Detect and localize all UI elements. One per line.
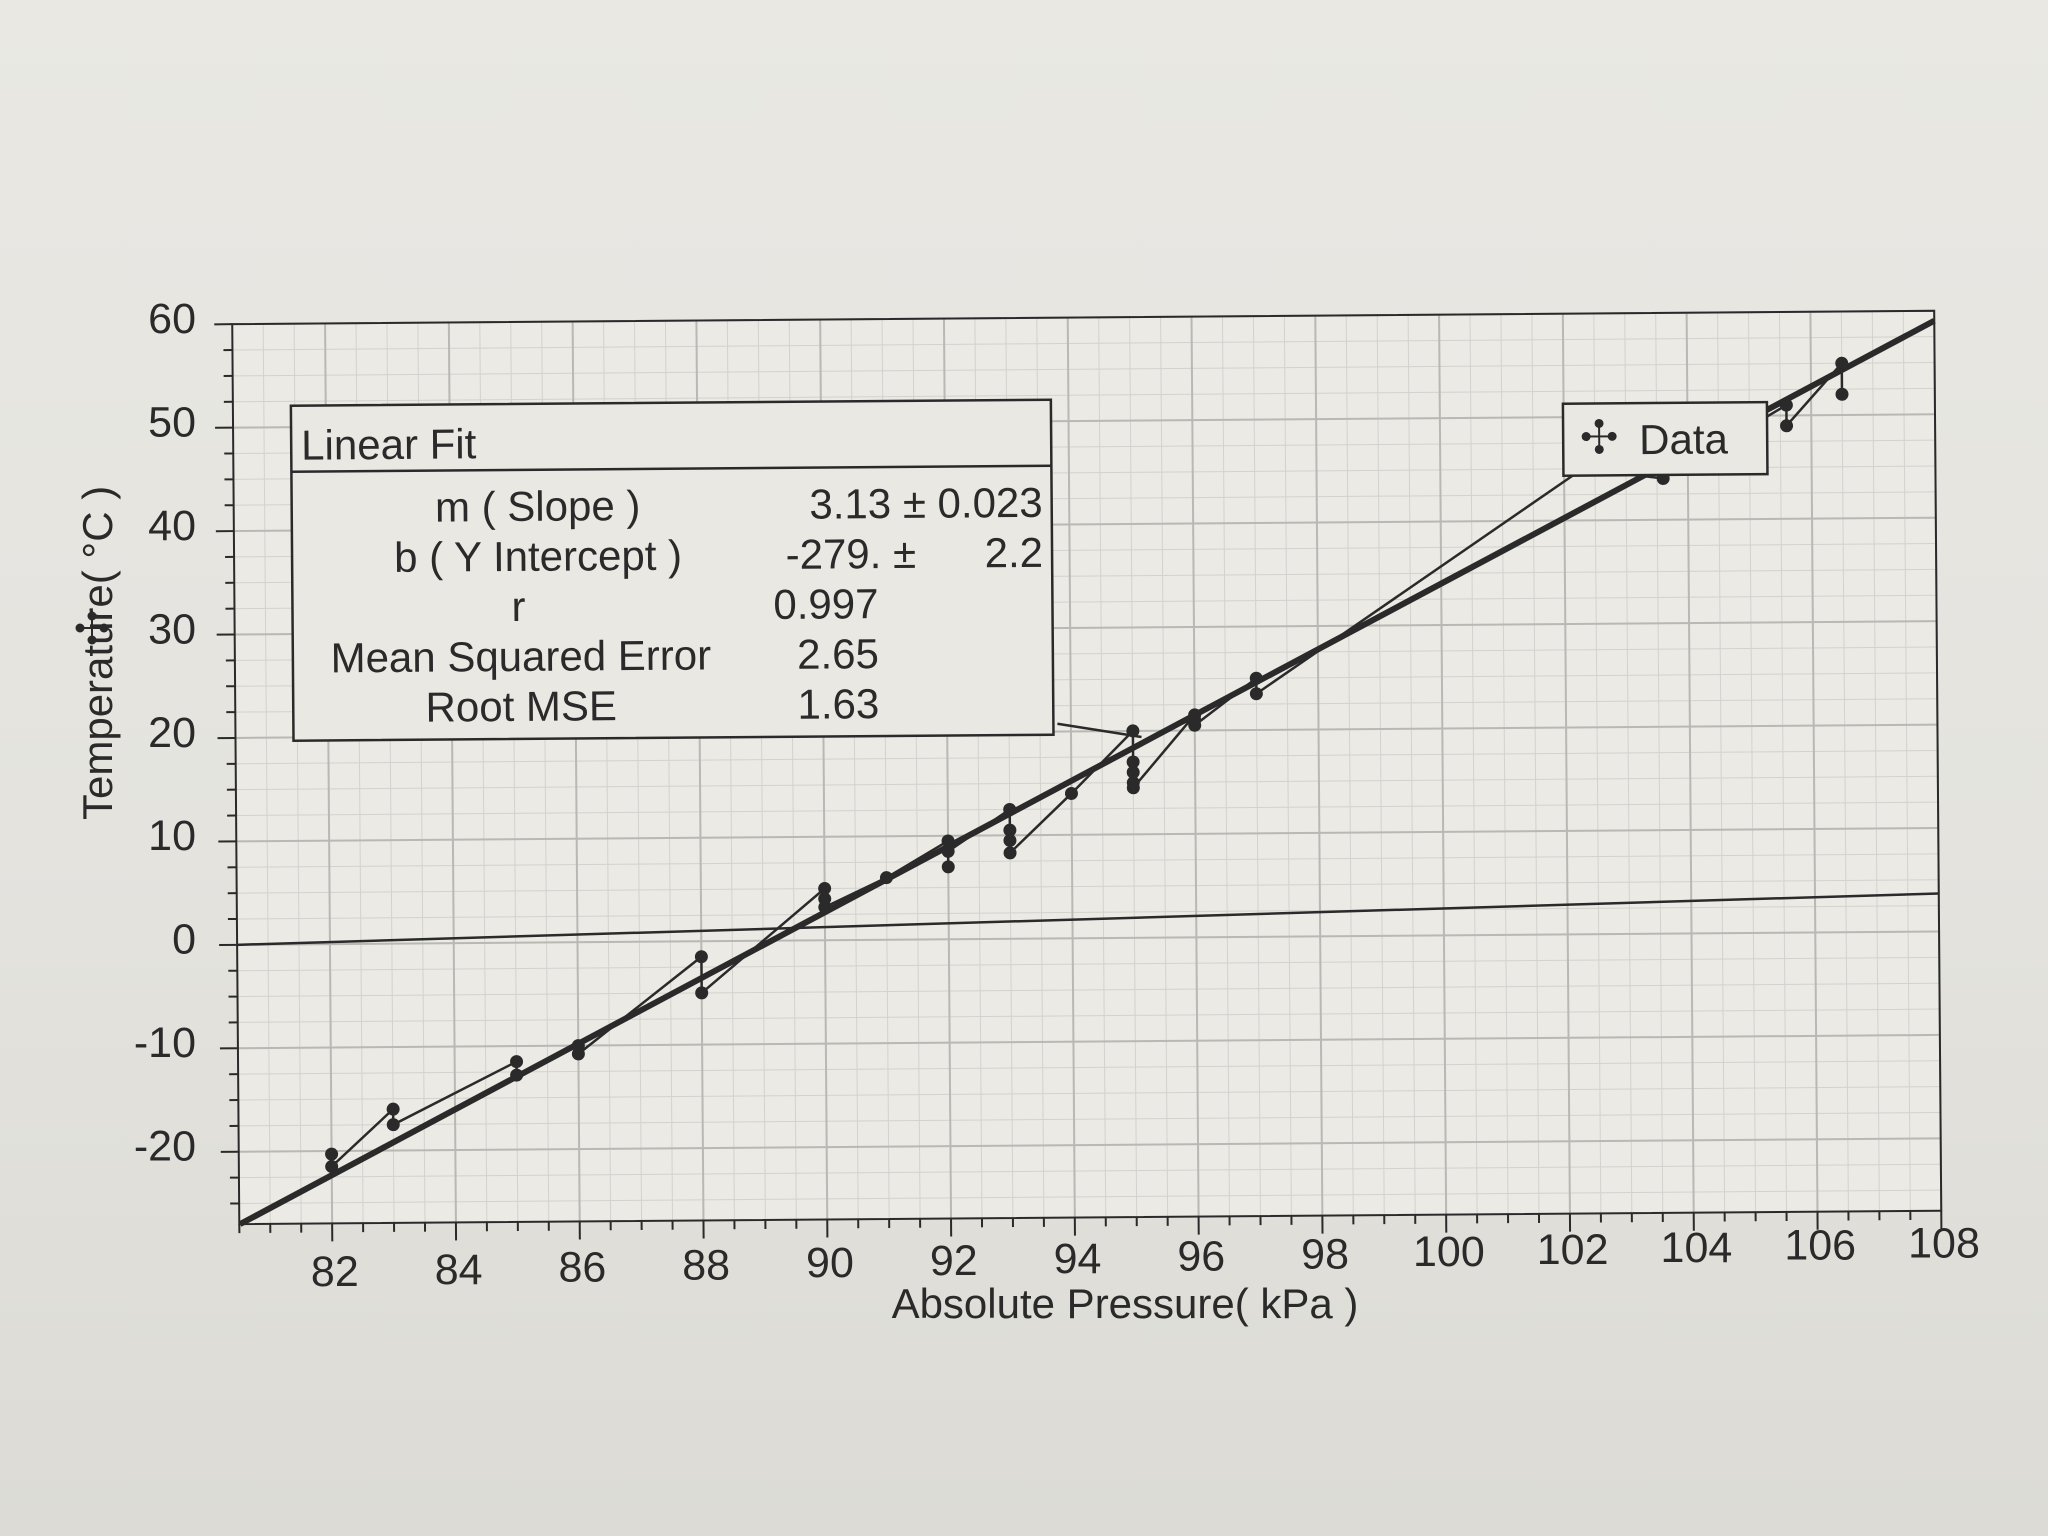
data-point — [1064, 786, 1078, 800]
data-point — [325, 1160, 339, 1174]
x-tick-label: 82 — [311, 1248, 359, 1296]
data-points — [325, 356, 1849, 1174]
fit-r-label: r — [511, 583, 525, 630]
fit-rmse-label: Root MSE — [425, 682, 617, 731]
data-point — [1835, 356, 1849, 370]
plot-frame — [231, 309, 1943, 1226]
y-axis-marker-icon — [75, 611, 109, 645]
fit-r-value: 0.997 — [773, 580, 878, 628]
data-point — [386, 1118, 400, 1132]
data-point — [1249, 687, 1263, 701]
data-point — [1779, 398, 1793, 412]
y-tick-label: 10 — [148, 812, 196, 860]
data-marker-icon — [1581, 418, 1617, 454]
fit-intercept-error: 2.2 — [984, 529, 1043, 576]
fit-box-frame — [289, 398, 1055, 742]
y-tick-label: -20 — [134, 1123, 196, 1171]
x-tick-label: 84 — [435, 1246, 483, 1294]
data-point — [510, 1068, 524, 1082]
data-point — [1126, 755, 1140, 769]
x-tick-label: 90 — [806, 1239, 854, 1287]
data-point — [941, 834, 955, 848]
data-point — [941, 860, 955, 874]
data-point — [1780, 419, 1794, 433]
data-point — [1126, 781, 1140, 795]
y-axis-ticks — [214, 323, 240, 1205]
data-point — [818, 882, 832, 896]
y-tick-label: 40 — [148, 502, 196, 550]
fit-rmse-value: 1.63 — [797, 680, 879, 728]
fit-box-title: Linear Fit — [301, 420, 477, 468]
data-point — [510, 1055, 524, 1069]
y-tick-label: 20 — [148, 709, 196, 757]
x-tick-labels: 82 84 86 88 90 92 94 96 98 100 102 104 106 108 — [311, 1219, 1980, 1296]
data-point — [1835, 387, 1849, 401]
data-point — [1126, 765, 1140, 779]
fit-slope-label: m ( Slope ) — [435, 482, 641, 531]
legend-label: Data — [1639, 415, 1729, 463]
x-tick-label: 94 — [1054, 1235, 1102, 1283]
data-point — [1003, 833, 1017, 847]
fit-intercept-value: -279. ± — [785, 530, 916, 578]
x-tick-label: 102 — [1537, 1226, 1609, 1274]
y-tick-label: 50 — [148, 398, 196, 446]
linear-fit-box[interactable]: Linear Fit m ( Slope ) 3.13 ± 0.023 b ( … — [289, 398, 1142, 744]
data-point — [1249, 671, 1263, 685]
data-point — [879, 871, 893, 885]
data-point — [941, 844, 955, 858]
x-tick-label: 100 — [1413, 1228, 1485, 1276]
x-tick-label: 88 — [682, 1241, 730, 1289]
y-tick-label: 30 — [148, 605, 196, 653]
x-tick-label: 104 — [1661, 1224, 1733, 1272]
x-tick-label: 92 — [930, 1237, 978, 1285]
x-tick-label: 98 — [1301, 1230, 1349, 1278]
y-tick-label: 60 — [148, 295, 196, 343]
fit-box-divider — [291, 464, 1052, 473]
data-point — [1003, 802, 1017, 816]
legend[interactable]: Data — [1561, 400, 1769, 477]
data-point — [818, 900, 832, 914]
data-point — [1003, 823, 1017, 837]
x-tick-label: 108 — [1908, 1219, 1980, 1267]
data-point — [386, 1102, 400, 1116]
x-tick-label: 106 — [1784, 1222, 1856, 1270]
x-tick-label: 86 — [558, 1244, 606, 1292]
zero-line — [237, 892, 1939, 947]
x-tick-label: 96 — [1177, 1233, 1225, 1281]
fit-box-pointer — [1057, 722, 1142, 739]
y-axis-title: Temperature( °C ) — [74, 486, 121, 820]
fit-slope-value: 3.13 ± 0.023 — [809, 479, 1043, 528]
data-point — [325, 1147, 339, 1161]
y-tick-label: -10 — [134, 1019, 196, 1067]
x-axis-title: Absolute Pressure( kPa ) — [892, 1280, 1359, 1327]
data-point — [695, 986, 709, 1000]
legend-frame — [1561, 400, 1769, 477]
data-point — [694, 950, 708, 964]
fit-mse-value: 2.65 — [797, 630, 879, 678]
data-point — [571, 1047, 585, 1061]
x-axis-ticks — [238, 1210, 1943, 1242]
y-tick-labels: 60 50 40 30 20 10 0 -10 -20 — [134, 295, 196, 1171]
fit-intercept-label: b ( Y Intercept ) — [394, 532, 682, 581]
fit-mse-label: Mean Squared Error — [330, 631, 711, 681]
data-point — [1188, 718, 1202, 732]
data-point — [1003, 846, 1017, 860]
y-tick-label: 0 — [172, 916, 196, 964]
